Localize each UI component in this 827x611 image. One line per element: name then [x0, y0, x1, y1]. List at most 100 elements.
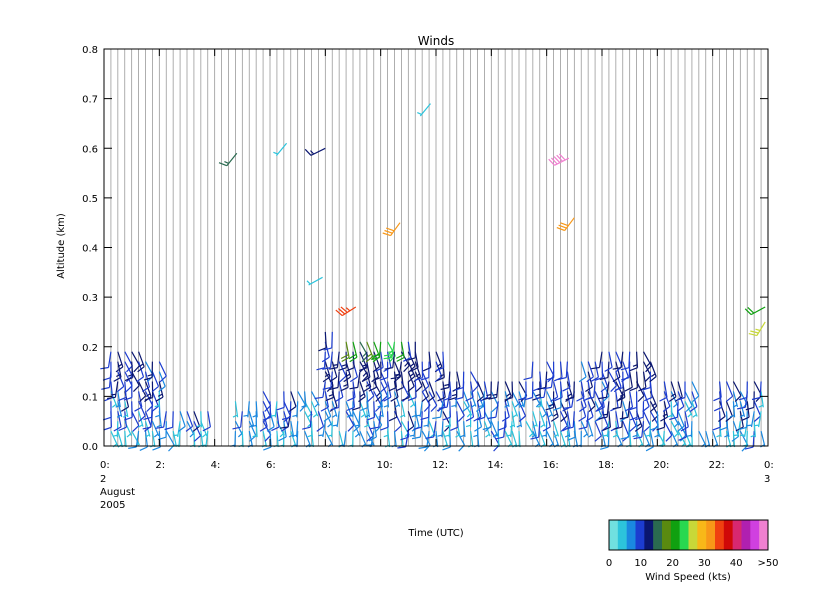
colorbar-swatch [617, 520, 627, 550]
wind-barb [348, 341, 358, 363]
wind-barb-line [642, 351, 652, 373]
wind-barb-line [482, 381, 492, 401]
wind-barb-line [678, 421, 687, 441]
wind-barb [388, 371, 397, 392]
wind-barb-line [487, 401, 499, 420]
wind-barb [322, 351, 333, 370]
wind-barb [288, 421, 295, 438]
wind-barb [185, 411, 194, 432]
colorbar-frame [608, 519, 769, 551]
wind-barb [115, 351, 124, 373]
wind-barb-line [663, 420, 673, 442]
wind-barb-line [698, 430, 707, 448]
wind-barb-line [591, 351, 603, 370]
wind-barb [440, 371, 451, 391]
wind-barb-line [442, 381, 452, 402]
wind-barb [329, 351, 340, 370]
wind-barb [465, 381, 474, 402]
colorbar-swatch [644, 520, 654, 550]
wind-barb-line [348, 341, 358, 363]
wind-barb-line [158, 371, 166, 393]
wind-barb-line [322, 371, 333, 390]
wind-barb [545, 361, 555, 381]
wind-barb [629, 351, 639, 372]
wind-barb-line [516, 411, 522, 428]
wind-barb-line [712, 430, 719, 448]
colorbar-swatch [670, 520, 680, 550]
wind-barb [542, 411, 551, 432]
wind-barb-line [365, 341, 374, 363]
axes: 0.0 0.1 0.2 0.3 0.4 0.5 0.6 0.7 0.8 0: 2: 4: 6: 8: 10:… [82, 45, 774, 471]
wind-barb [323, 331, 333, 351]
wind-barb-line [422, 351, 432, 372]
colorbar-tick-label: >50 [757, 558, 778, 569]
wind-barb [101, 371, 112, 390]
wind-barb [427, 381, 436, 403]
wind-barb-line [288, 391, 297, 412]
wind-barb-line [248, 411, 255, 428]
wind-barb-line [758, 391, 764, 408]
wind-barb-line [234, 420, 244, 438]
wind-barb [487, 401, 499, 420]
wind-barb [263, 431, 272, 451]
wind-barb-line [380, 411, 389, 431]
wind-barb [591, 351, 603, 370]
wind-barb-line [155, 411, 167, 429]
wind-barb [366, 401, 376, 421]
wind-barb-line [598, 401, 610, 420]
wind-barb-line [420, 361, 430, 381]
wind-barb-line [437, 421, 444, 438]
wind-barb [442, 381, 452, 402]
wind-barb-line [488, 381, 499, 400]
wind-barb [557, 361, 568, 381]
wind-barb-line [590, 361, 599, 382]
wind-barb-line [316, 411, 325, 432]
y-tick-label: 0.5 [82, 194, 98, 205]
wind-barb [435, 351, 445, 372]
wind-barb [718, 401, 726, 422]
wind-barb-line [518, 401, 527, 422]
wind-barb-line [732, 381, 742, 403]
wind-barb [158, 361, 167, 383]
wind-barb-line [506, 421, 513, 438]
wind-barb-line [633, 421, 645, 440]
wind-barb [124, 351, 133, 373]
wind-barb [383, 341, 396, 360]
wind-barb [642, 391, 650, 412]
wind-barb [304, 147, 326, 156]
wind-barb-line [418, 431, 430, 449]
wind-barb [455, 371, 465, 391]
colorbar-swatch [653, 520, 663, 550]
wind-barb-line [377, 391, 383, 408]
wind-barb-line [124, 361, 134, 382]
wind-barb [359, 351, 368, 371]
wind-barb [372, 361, 382, 381]
wind-barb [676, 381, 686, 401]
wind-barb-line [629, 351, 639, 372]
wind-barb-line [739, 401, 746, 418]
x-tick-label: 2: [155, 460, 165, 471]
wind-barb [530, 421, 541, 440]
wind-barb-line [450, 411, 459, 431]
wind-barb-line [620, 421, 631, 440]
wind-barb-line [713, 391, 723, 412]
wind-barb [380, 371, 388, 393]
wind-barb [662, 391, 671, 412]
wind-barb-line [415, 401, 423, 418]
wind-barb-line [138, 401, 146, 422]
colorbar-swatch [759, 520, 769, 550]
wind-barb [748, 321, 766, 337]
wind-barb-line [455, 371, 465, 391]
wind-barb [548, 153, 570, 166]
wind-barb-line [677, 411, 685, 432]
wind-barb [556, 217, 575, 232]
wind-barb [488, 381, 499, 400]
wind-barb-line [103, 411, 112, 431]
wind-barb-line [578, 411, 589, 430]
wind-barb-line [531, 421, 537, 438]
wind-barb [234, 420, 244, 438]
wind-barb-line [366, 381, 375, 403]
wind-barb [750, 421, 756, 438]
wind-barb-line [751, 381, 762, 401]
wind-barb-line [304, 147, 326, 156]
